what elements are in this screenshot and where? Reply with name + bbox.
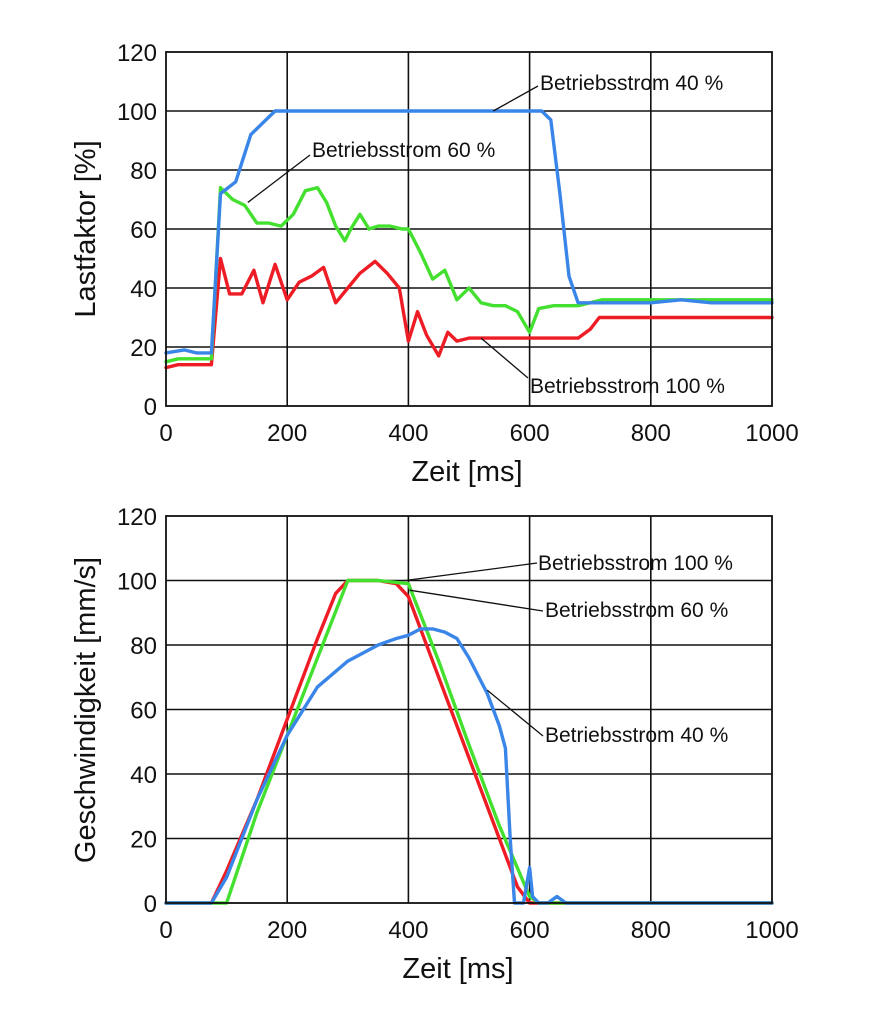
- series-line: [164, 109, 774, 355]
- y-tick-label: 60: [130, 698, 157, 725]
- annotation-leader: [247, 154, 311, 203]
- annotation-leader: [405, 562, 538, 582]
- annotation-leader: [486, 689, 544, 737]
- plot-frame: [165, 515, 773, 904]
- y-tick-label: 120: [117, 504, 157, 531]
- x-tick-label: 400: [388, 917, 428, 944]
- chart-speed: 0 200 400 600 800 1000 0 20 40 60 80 100 120 Zeit [ms…: [70, 504, 799, 985]
- x-tick-label: 0: [159, 917, 172, 944]
- x-tick-label: 1000: [745, 420, 798, 447]
- y-tick-label: 80: [130, 158, 157, 185]
- annotation-label: Betriebsstrom 100 %: [538, 552, 733, 575]
- x-tick-label: 600: [510, 420, 550, 447]
- x-tick-label: 1000: [745, 917, 798, 944]
- annotation-label: Betriebsstrom 60 %: [312, 139, 495, 162]
- x-tick-label: 400: [388, 420, 428, 447]
- chart-load-factor: 0 200 400 600 800 1000 0 20 40 60 80 100 120 Zeit [ms…: [70, 40, 799, 488]
- y-tick-label: 0: [144, 394, 157, 421]
- y-axis-label: Geschwindigkeit [mm/s]: [70, 557, 102, 863]
- x-tick-label: 200: [267, 917, 307, 944]
- y-tick-label: 120: [117, 40, 157, 67]
- x-tick-label: 600: [510, 917, 550, 944]
- y-tick-label: 20: [130, 335, 157, 362]
- x-tick-label: 800: [631, 917, 671, 944]
- y-axis-label: Lastfaktor [%]: [70, 140, 102, 317]
- y-tick-label: 100: [117, 99, 157, 126]
- annotation-leader: [492, 85, 539, 112]
- x-tick-label: 200: [267, 420, 307, 447]
- y-tick-label: 20: [130, 827, 157, 854]
- y-tick-label: 60: [130, 217, 157, 244]
- x-axis-label: Zeit [ms]: [402, 953, 513, 985]
- series-line: [164, 256, 774, 370]
- x-tick-label: 800: [631, 420, 671, 447]
- annotation-label: Betriebsstrom 40 %: [540, 72, 723, 95]
- y-tick-label: 40: [130, 276, 157, 303]
- series-line: [164, 185, 774, 364]
- series-line: [164, 627, 774, 905]
- annotation-label: Betriebsstrom 60 %: [545, 599, 728, 622]
- y-tick-label: 80: [130, 633, 157, 660]
- annotation-leader: [480, 337, 529, 379]
- y-tick-label: 100: [117, 569, 157, 596]
- y-tick-label: 0: [144, 891, 157, 918]
- annotation-label: Betriebsstrom 100 %: [530, 375, 725, 398]
- plot-frame: [165, 51, 773, 407]
- annotation-leader: [409, 589, 544, 612]
- x-tick-label: 0: [159, 420, 172, 447]
- y-tick-label: 40: [130, 762, 157, 789]
- annotation-label: Betriebsstrom 40 %: [545, 724, 728, 747]
- x-axis-label: Zeit [ms]: [411, 456, 522, 488]
